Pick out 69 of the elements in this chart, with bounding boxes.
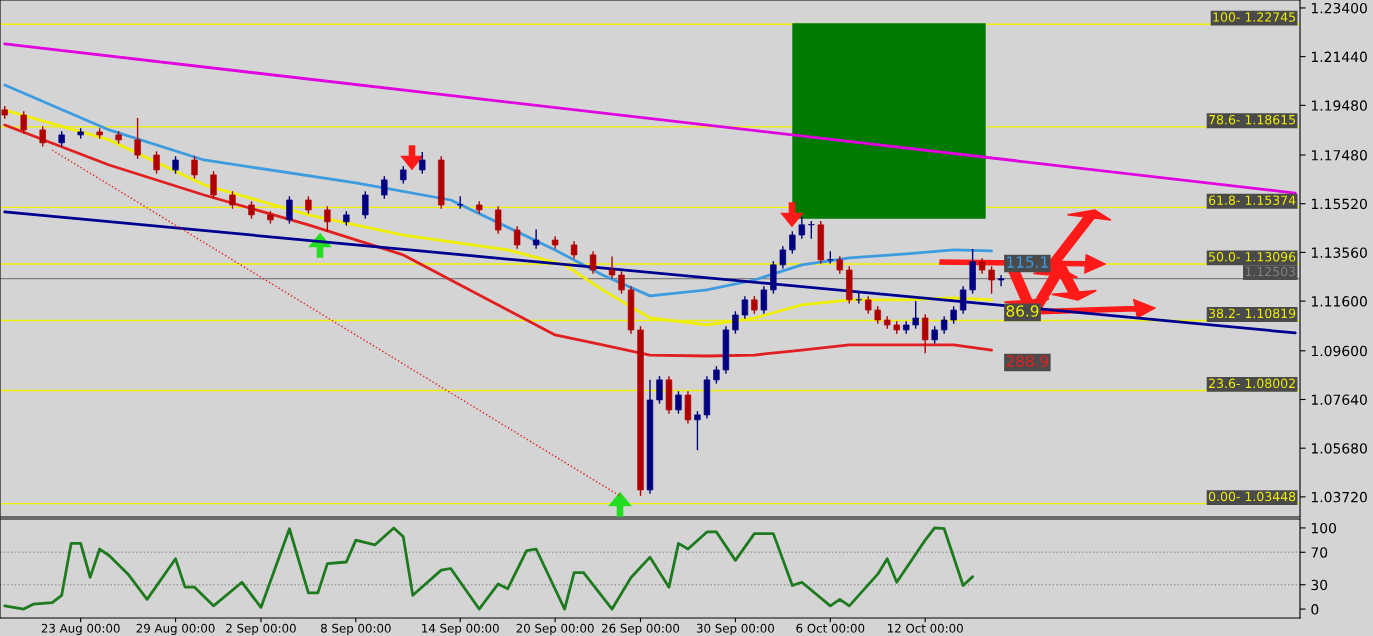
- candlestick: [618, 270, 625, 295]
- y-tick-label: 100: [1311, 522, 1336, 534]
- series-label: 288.9: [1006, 355, 1049, 367]
- x-tick-label: 29 Aug 00:00: [136, 623, 215, 635]
- candlestick: [656, 375, 663, 405]
- y-tick-label: 1.07640: [1311, 394, 1367, 405]
- candlestick: [997, 274, 1005, 287]
- candlestick: [988, 265, 995, 295]
- candlestick: [741, 295, 749, 320]
- line-series: [3, 83, 993, 298]
- candlestick: [210, 170, 217, 200]
- y-tick-label: 1.03720: [1311, 491, 1367, 503]
- candlestick: [494, 205, 502, 235]
- annotation: 100- 1.22745: [1213, 12, 1296, 22]
- y-tick-label: 0: [1311, 604, 1319, 615]
- y-tick-label: 1.05680: [1311, 443, 1367, 454]
- series-label: 86.9: [1006, 305, 1039, 317]
- candlestick: [324, 205, 331, 233]
- x-tick-label: 30 Sep 00:00: [696, 623, 775, 635]
- candlestick: [20, 110, 27, 135]
- y-tick-label: 1.15520: [1311, 198, 1367, 210]
- y-tick-label: 1.13560: [1311, 247, 1367, 258]
- x-tick-label: 2 Sep 00:00: [226, 623, 296, 635]
- candlestick: [513, 225, 521, 250]
- y-tick-label: 1.09600: [1311, 345, 1367, 357]
- candlestick: [608, 255, 616, 280]
- candlestick: [153, 150, 160, 175]
- candlestick: [779, 245, 787, 270]
- candlestick: [589, 250, 597, 275]
- annotation: 23.6- 1.08002: [1209, 378, 1295, 389]
- candlestick: [959, 285, 967, 315]
- candlestick: [921, 313, 929, 354]
- y-tick-label: 1.11600: [1311, 296, 1367, 307]
- candlestick: [134, 117, 141, 160]
- annotation: 38.2- 1.10819: [1209, 308, 1296, 319]
- candlestick: [760, 285, 768, 315]
- line-series: [3, 526, 975, 611]
- candlestick: [381, 175, 388, 200]
- candlestick: [798, 215, 806, 240]
- series-label: 115.1: [1007, 256, 1048, 268]
- y-tick-label: 70: [1311, 547, 1328, 558]
- annotation: 61.8- 1.15374: [1208, 195, 1296, 205]
- candlestick: [419, 151, 426, 175]
- x-tick-label: 12 Oct 00:00: [888, 623, 963, 633]
- candlestick: [732, 310, 739, 335]
- candlestick: [362, 190, 369, 220]
- y-tick-label: 1.21440: [1311, 51, 1367, 63]
- x-tick-label: 8 Sep 00:00: [320, 623, 391, 635]
- annotation: 0.00- 1.03448: [1208, 491, 1296, 502]
- line-series: [3, 123, 993, 358]
- candlestick: [286, 195, 293, 225]
- y-tick-label: 30: [1311, 579, 1328, 591]
- candlestick: [694, 410, 701, 451]
- candlestick: [912, 300, 919, 330]
- candlestick: [191, 155, 198, 180]
- x-tick-label: 14 Sep 00:00: [422, 623, 499, 635]
- candlestick: [39, 125, 46, 148]
- annotation: 78.6- 1.18615: [1209, 114, 1296, 125]
- annotation: 50.0- 1.13096: [1209, 252, 1296, 262]
- y-tick-label: 1.23400: [1311, 2, 1367, 14]
- y-tick-label: 1.17480: [1311, 149, 1367, 161]
- candlestick: [789, 230, 796, 255]
- x-tick-label: 6 Oct 00:00: [796, 623, 865, 633]
- x-tick-label: 26 Sep 00:00: [601, 623, 680, 635]
- x-tick-label: 20 Sep 00:00: [516, 623, 594, 635]
- candlestick: [532, 228, 540, 250]
- x-tick-label: 23 Aug 00:00: [41, 623, 120, 635]
- y-tick-label: 1.19480: [1311, 100, 1367, 111]
- candlestick: [675, 390, 682, 415]
